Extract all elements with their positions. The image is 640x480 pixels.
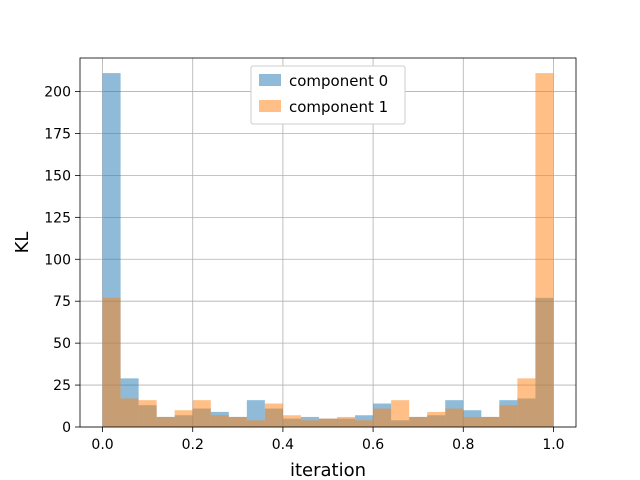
y-tick-label: 200 — [44, 85, 71, 101]
x-tick-label: 0.2 — [182, 437, 204, 453]
histogram-bar-component-1 — [210, 415, 229, 427]
legend-box — [250, 65, 406, 125]
histogram-bar-component-1 — [246, 420, 265, 427]
histogram-bar-component-1 — [499, 405, 518, 427]
legend-label-component-0: component 0 — [289, 72, 388, 90]
legend-swatch-component-0 — [259, 74, 281, 86]
y-tick-label: 75 — [53, 294, 71, 310]
legend-swatch-component-1 — [259, 100, 281, 112]
histogram-bar-component-1 — [445, 408, 464, 427]
legend-label-component-1: component 1 — [289, 98, 388, 116]
histogram-bar-component-1 — [427, 411, 446, 427]
histogram-bar-component-1 — [318, 418, 338, 427]
histogram-bar-component-1 — [337, 416, 356, 427]
histogram-bar-component-0 — [246, 400, 265, 427]
histogram-bar-component-1 — [264, 403, 283, 427]
y-tick-label: 175 — [44, 126, 71, 142]
plot-frame — [79, 57, 577, 428]
histogram-bar-component-1 — [156, 416, 175, 427]
histogram-bar-component-1 — [174, 410, 193, 427]
histogram-bar-component-1 — [535, 73, 554, 427]
x-tick-label: 0.6 — [362, 437, 384, 453]
y-tick-label: 25 — [53, 378, 71, 394]
x-tick-label: 0.8 — [452, 437, 474, 453]
histogram-bar-component-1 — [481, 416, 500, 427]
histogram-bar-component-1 — [409, 416, 428, 427]
histogram-bar-component-1 — [300, 420, 319, 427]
y-tick-label: 100 — [44, 252, 71, 268]
histogram-bar-component-1 — [192, 400, 211, 427]
histogram-bar-component-1 — [120, 398, 139, 427]
histogram-bar-component-1 — [391, 400, 410, 427]
x-tick-label: 1.0 — [542, 437, 564, 453]
x-tick-label: 0.0 — [91, 437, 113, 453]
legend: component 0 component 1 — [250, 65, 406, 125]
histogram-bar-component-1 — [355, 420, 374, 427]
histogram-bar-component-1 — [373, 408, 392, 427]
axis-ticks: 0.0 0.2 0.4 0.6 0.8 1.0 0 25 50 75 100 125 150 175 200 — [44, 85, 564, 453]
histogram-bar-component-1 — [517, 378, 536, 427]
histogram-bars — [102, 73, 554, 427]
x-tick-label: 0.4 — [272, 437, 294, 453]
histogram-bar-component-1 — [282, 415, 301, 427]
x-axis-label: iteration — [290, 460, 366, 480]
y-tick-label: 150 — [44, 168, 71, 184]
histogram-bar-component-1 — [138, 400, 157, 427]
histogram-bar-component-1 — [228, 416, 247, 427]
y-tick-label: 0 — [62, 420, 71, 436]
y-tick-label: 50 — [53, 336, 71, 352]
y-axis-label: KL — [12, 232, 33, 254]
histogram-bar-component-1 — [463, 416, 482, 427]
histogram-bar-component-1 — [102, 297, 121, 427]
y-tick-label: 125 — [44, 210, 71, 226]
